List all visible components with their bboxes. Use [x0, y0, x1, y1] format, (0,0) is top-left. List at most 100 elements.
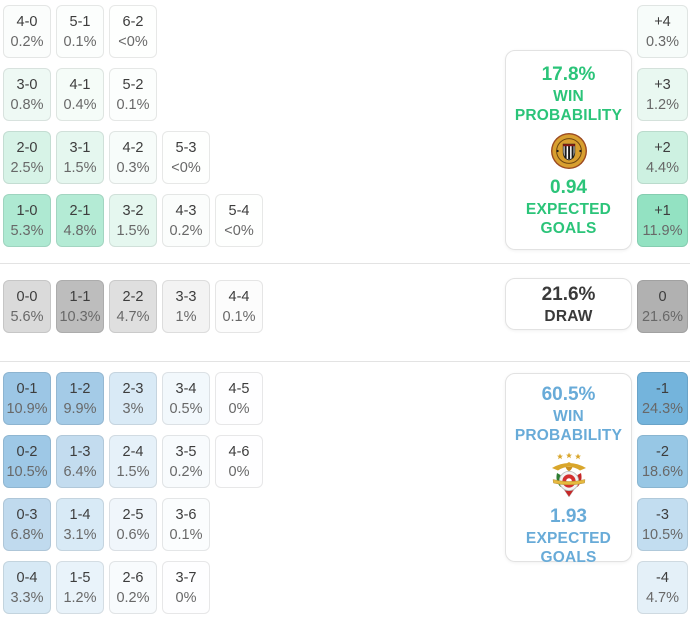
probability-value: 3%: [122, 400, 144, 417]
home-win-label-line2: PROBABILITY: [514, 107, 623, 124]
scoreline-label: 2-5: [122, 506, 144, 523]
draw-probability-value: 21.6%: [541, 283, 596, 305]
nacional-crest-icon: [550, 132, 588, 170]
scoreline-label: 2-3: [122, 380, 144, 397]
score-cell-4-0: 4-0 0.2%: [3, 5, 51, 58]
home-win-probability-panel: 17.8% WIN PROBABILITY 0.94 EXPECTED GOAL…: [505, 50, 632, 250]
away-win-probability-value: 60.5%: [541, 384, 596, 405]
score-cell-3-3: 3-3 1%: [162, 280, 210, 333]
probability-value: 5.6%: [10, 308, 44, 325]
score-cell-3-7: 3-7 0%: [162, 561, 210, 614]
scoreline-label: 3-7: [175, 569, 197, 586]
probability-value: <0%: [224, 222, 254, 239]
probability-value: 1%: [175, 308, 197, 325]
probability-value: 1.5%: [63, 159, 97, 176]
scoreline-label: 2-2: [122, 288, 144, 305]
goal-diff-cell-0: 0 21.6%: [637, 280, 688, 333]
score-cell-1-0: 1-0 5.3%: [3, 194, 51, 247]
probability-value: 9.9%: [63, 400, 97, 417]
goal-diff-cell--2: -2 18.6%: [637, 435, 688, 488]
score-cell-2-1: 2-1 4.8%: [56, 194, 104, 247]
scoreline-label: 3-0: [16, 76, 38, 93]
goal-diff-label: 0: [658, 288, 667, 305]
scoreline-label: 0-0: [16, 288, 38, 305]
probability-value: 3.1%: [63, 526, 97, 543]
probability-value: 0.5%: [169, 400, 203, 417]
probability-value: 0.1%: [222, 308, 256, 325]
probability-value: 0.3%: [645, 33, 680, 50]
goal-diff-cell--4: -4 4.7%: [637, 561, 688, 614]
goal-diff-cell-+1: +1 11.9%: [637, 194, 688, 247]
draw-label: DRAW: [544, 307, 593, 325]
probability-value: 3.3%: [10, 589, 44, 606]
scoreline-label: 6-2: [122, 13, 144, 30]
away-win-label-line1: WIN: [553, 408, 584, 425]
score-cell-4-1: 4-1 0.4%: [56, 68, 104, 121]
scoreline-label: 4-5: [228, 380, 250, 397]
score-cell-4-5: 4-5 0%: [215, 372, 263, 425]
score-cell-2-3: 2-3 3%: [109, 372, 157, 425]
score-cell-4-6: 4-6 0%: [215, 435, 263, 488]
score-cell-2-0: 2-0 2.5%: [3, 131, 51, 184]
draw-probability-panel: 21.6% DRAW: [505, 278, 632, 330]
score-cell-1-4: 1-4 3.1%: [56, 498, 104, 551]
probability-value: 0%: [228, 400, 250, 417]
probability-value: 4.8%: [63, 222, 97, 239]
goal-diff-cell--3: -3 10.5%: [637, 498, 688, 551]
probability-value: 4.4%: [645, 159, 680, 176]
scoreline-label: 3-5: [175, 443, 197, 460]
goal-diff-cell-+3: +3 1.2%: [637, 68, 688, 121]
goal-diff-cell--1: -1 24.3%: [637, 372, 688, 425]
scoreline-label: 2-4: [122, 443, 144, 460]
away-eg-label-line1: EXPECTED: [525, 530, 612, 547]
score-cell-3-1: 3-1 1.5%: [56, 131, 104, 184]
away-win-label-line2: PROBABILITY: [514, 427, 623, 444]
probability-value: 0.1%: [169, 526, 203, 543]
score-cell-0-1: 0-1 10.9%: [3, 372, 51, 425]
probability-value: 0%: [228, 463, 250, 480]
scoreline-label: 2-6: [122, 569, 144, 586]
probability-value: 11.9%: [642, 222, 683, 239]
away-expected-goals-value: 1.93: [550, 506, 587, 527]
probability-value: 0.8%: [10, 96, 44, 113]
scoreline-label: 1-4: [69, 506, 91, 523]
score-cell-0-4: 0-4 3.3%: [3, 561, 51, 614]
benfica-crest-icon: [548, 452, 590, 499]
scoreline-label: 5-1: [69, 13, 91, 30]
scoreline-label: 0-4: [16, 569, 38, 586]
scoreline-label: 5-4: [228, 202, 250, 219]
probability-value: 2.5%: [10, 159, 44, 176]
score-cell-0-0: 0-0 5.6%: [3, 280, 51, 333]
score-cell-2-2: 2-2 4.7%: [109, 280, 157, 333]
probability-value: 0%: [175, 589, 197, 606]
probability-value: <0%: [171, 159, 201, 176]
scoreline-label: 4-0: [16, 13, 38, 30]
scoreline-label: 0-3: [16, 506, 38, 523]
scoreline-label: 4-1: [69, 76, 91, 93]
probability-value: 10.5%: [6, 463, 48, 480]
scoreline-label: 0-1: [16, 380, 38, 397]
score-cell-3-0: 3-0 0.8%: [3, 68, 51, 121]
scoreline-label: 2-0: [16, 139, 38, 156]
scoreline-label: 3-1: [69, 139, 91, 156]
goal-diff-label: +4: [654, 13, 671, 30]
score-cell-5-3: 5-3 <0%: [162, 131, 210, 184]
probability-value: 1.5%: [116, 222, 150, 239]
score-cell-3-2: 3-2 1.5%: [109, 194, 157, 247]
goal-diff-label: -3: [656, 506, 669, 523]
scoreline-label: 3-3: [175, 288, 197, 305]
score-cell-6-2: 6-2 <0%: [109, 5, 157, 58]
scoreline-label: 3-4: [175, 380, 197, 397]
probability-value: 10.5%: [641, 526, 684, 543]
home-win-probability-value: 17.8%: [541, 64, 596, 85]
score-cell-2-5: 2-5 0.6%: [109, 498, 157, 551]
score-cell-5-2: 5-2 0.1%: [109, 68, 157, 121]
score-cell-5-4: 5-4 <0%: [215, 194, 263, 247]
home-win-label-line1: WIN: [553, 88, 584, 105]
score-cell-0-2: 0-2 10.5%: [3, 435, 51, 488]
scoreline-label: 4-3: [175, 202, 197, 219]
section-divider-bottom: [0, 361, 690, 362]
probability-value: 10.3%: [59, 308, 101, 325]
probability-value: 0.2%: [10, 33, 44, 50]
score-cell-0-3: 0-3 6.8%: [3, 498, 51, 551]
